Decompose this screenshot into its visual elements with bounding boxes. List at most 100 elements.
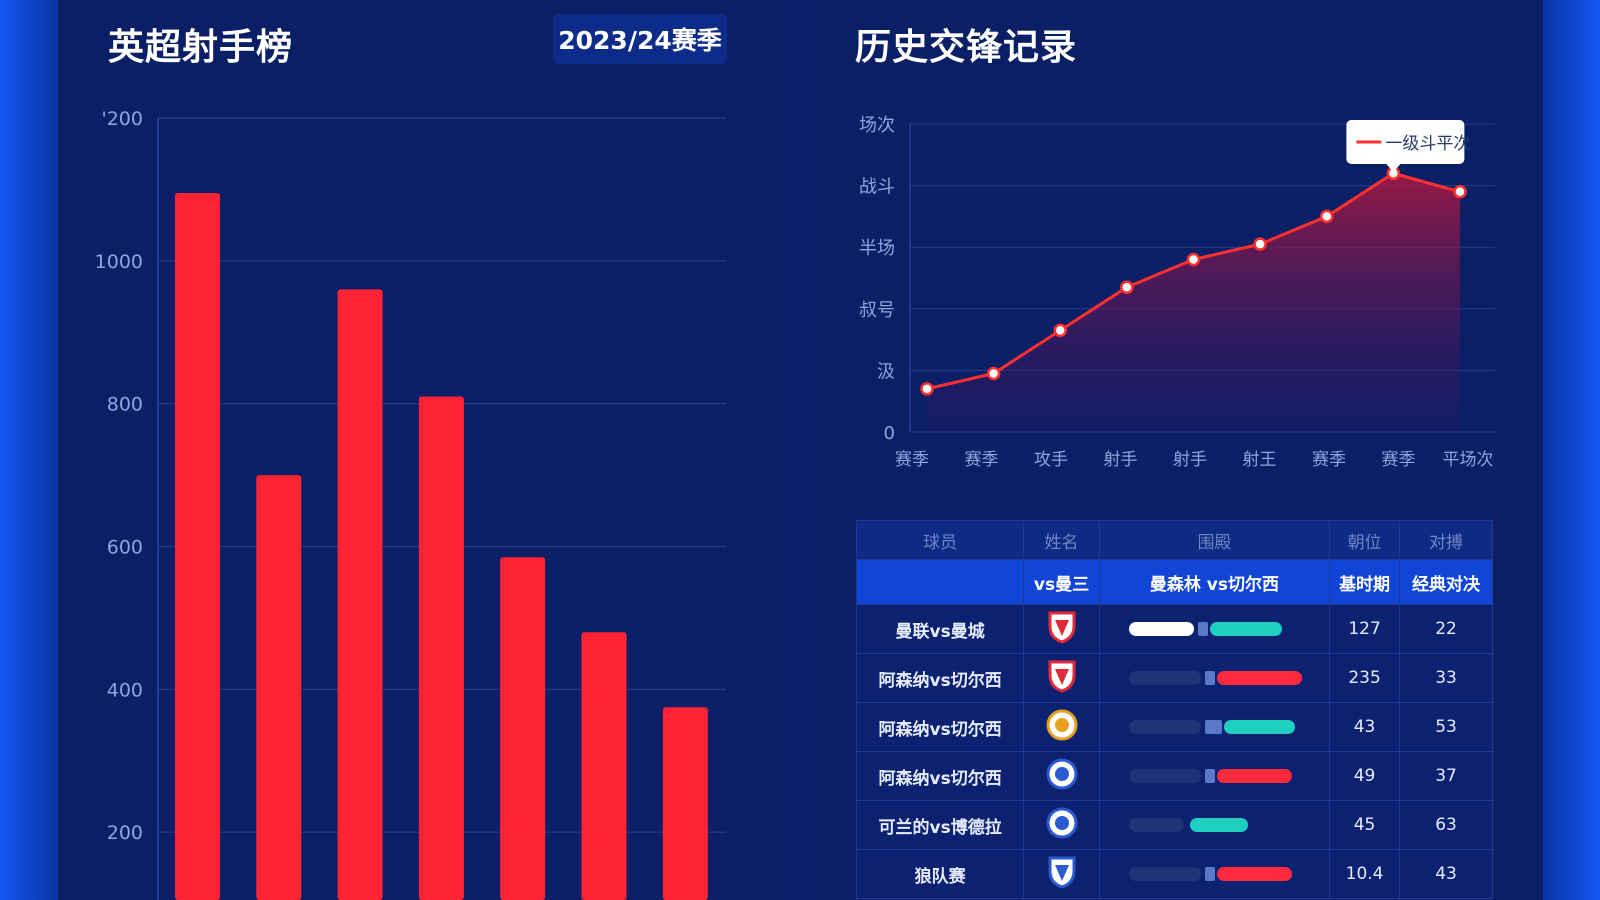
- line-chart-title: 历史交锋记录: [855, 27, 1078, 68]
- bar-segment-mid: [1204, 671, 1216, 685]
- table-subheader-cell: vs曼三: [1023, 559, 1100, 605]
- table-row[interactable]: 曼联vs曼城 127 22: [855, 604, 1493, 654]
- team-badge-icon: [1048, 660, 1076, 693]
- stat-value-1: 235: [1329, 653, 1401, 703]
- line-x-tick-label: 平场次: [1443, 450, 1494, 470]
- stat-value-1: 10.4: [1329, 849, 1401, 899]
- table-subheader-cell: 曼森林 vs切尔西: [1098, 559, 1331, 605]
- bar-segment-right: [1217, 867, 1292, 881]
- line-x-tick-label: 射王: [1243, 450, 1277, 470]
- line-y-tick-label: 叔号: [859, 300, 895, 321]
- line-x-tick-label: 赛季: [895, 449, 929, 470]
- bar-segment-right: [1189, 818, 1248, 832]
- comparison-bar: [1129, 720, 1299, 734]
- line-point: [1253, 237, 1267, 251]
- comparison-bar-cell: [1098, 702, 1331, 752]
- season-selector[interactable]: 2023/24赛季: [553, 14, 727, 64]
- comparison-bar-cell: [1098, 849, 1331, 899]
- line-point: [1186, 252, 1201, 267]
- stat-value-1: 127: [1329, 604, 1401, 654]
- team-badge-cell: [1023, 702, 1100, 752]
- team-badge-icon: [1046, 807, 1078, 838]
- team-badge-cell: [1023, 800, 1100, 850]
- comparison-bar: [1129, 769, 1299, 783]
- line-x-tick-label: 射手: [1173, 450, 1207, 470]
- stat-value-2: 37: [1399, 751, 1493, 801]
- bar-segment-left: [1129, 818, 1184, 832]
- bar-segment-left: [1129, 671, 1201, 685]
- comparison-bar: [1129, 622, 1299, 636]
- bar-segment-left: [1129, 867, 1201, 881]
- table-row[interactable]: 狼队赛 10.4 43: [855, 849, 1493, 899]
- match-name: 阿森纳vs切尔西: [855, 653, 1025, 703]
- line-x-tick-label: 赛季: [965, 449, 999, 470]
- team-badge-icon: [1046, 709, 1078, 740]
- table-subheader-row: vs曼三 曼森林 vs切尔西 基时期 经典对决: [855, 559, 1493, 605]
- line-point: [1320, 209, 1334, 224]
- line-x-tick-label: 攻手: [1034, 450, 1068, 470]
- stat-value-2: 33: [1399, 653, 1493, 703]
- comparison-bar: [1129, 867, 1299, 881]
- line-y-tick-label: 战斗: [859, 177, 895, 198]
- line-point: [1120, 280, 1134, 294]
- bar: [581, 632, 627, 900]
- table-header-cell: 围殿: [1098, 520, 1331, 560]
- bar-segment-right: [1217, 769, 1292, 783]
- bar-segment-right: [1210, 622, 1282, 636]
- team-badge-icon: [1048, 611, 1076, 644]
- table-subheader-cell: 基时期: [1329, 559, 1401, 605]
- match-name: 狼队赛: [855, 849, 1025, 899]
- bar-segment-right: [1217, 671, 1303, 685]
- stat-value-2: 53: [1399, 702, 1493, 752]
- line-x-tick-label: 赛季: [1382, 449, 1416, 470]
- stat-value-1: 43: [1329, 702, 1401, 752]
- bar-segment-mid: [1198, 622, 1209, 636]
- table-header-cell: 对搏: [1399, 520, 1493, 560]
- comparison-bar: [1129, 818, 1299, 832]
- line-area: [927, 173, 1460, 432]
- comparison-bar-cell: [1098, 800, 1331, 850]
- line-point: [986, 366, 1001, 381]
- table-header-cell: 朝位: [1329, 520, 1401, 560]
- bar-segment-left: [1129, 769, 1201, 783]
- line-x-tick-label: 赛季: [1312, 449, 1346, 470]
- bar: [337, 289, 383, 900]
- match-name: 阿森纳vs切尔西: [855, 751, 1025, 801]
- table-row[interactable]: 阿森纳vs切尔西 235 33: [855, 653, 1493, 703]
- team-badge-cell: [1023, 604, 1100, 654]
- bar-segment-mid: [1204, 769, 1216, 783]
- bar: [500, 557, 546, 900]
- bar-y-tick-label: 200: [107, 822, 143, 844]
- bar-segment-mid: [1204, 867, 1216, 881]
- comparison-bar-cell: [1098, 751, 1331, 801]
- line-point: [1053, 323, 1067, 338]
- bar-segment-left: [1129, 622, 1195, 636]
- line-x-tick-label: 射手: [1104, 450, 1138, 470]
- table-header-row: 球员姓名姓名围殿朝位对搏: [855, 520, 1493, 560]
- table-row[interactable]: 阿森纳vs切尔西 43 53: [855, 702, 1493, 752]
- match-name: 阿森纳vs切尔西: [855, 702, 1025, 752]
- table-row[interactable]: 阿森纳vs切尔西 49 37: [855, 751, 1493, 801]
- stat-value-2: 63: [1399, 800, 1493, 850]
- line-point: [1453, 185, 1467, 199]
- table-subheader-cell: [855, 559, 1025, 605]
- comparison-bar-cell: [1098, 604, 1331, 654]
- team-badge-icon: [1048, 856, 1076, 889]
- line-y-tick-label: 0: [884, 423, 895, 444]
- stat-value-1: 45: [1329, 800, 1401, 850]
- table-subheader-cell: 经典对决: [1399, 559, 1493, 605]
- table-header-cell: 姓名: [1023, 520, 1100, 560]
- line-point: [920, 382, 934, 396]
- comparison-bar-cell: [1098, 653, 1331, 703]
- bar-segment-left: [1129, 720, 1201, 734]
- stat-value-2: 43: [1399, 849, 1493, 899]
- bar-y-tick-label: 600: [107, 537, 143, 559]
- table-row[interactable]: 可兰的vs博德拉 45 63: [855, 800, 1493, 850]
- team-badge-icon: [1046, 758, 1078, 789]
- line-y-tick-label: 汲: [877, 361, 895, 382]
- line-legend: 一级斗平次: [1346, 120, 1470, 172]
- bar: [175, 192, 220, 900]
- bar: [418, 396, 464, 900]
